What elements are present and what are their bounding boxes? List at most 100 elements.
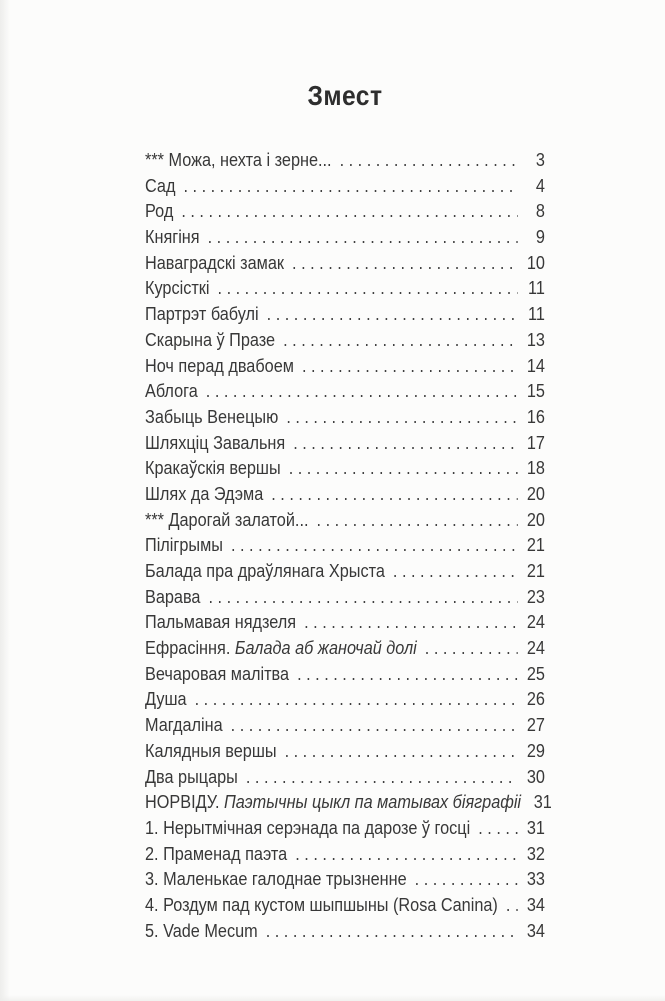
toc-entry-page-number: 34 xyxy=(526,893,545,915)
toc-entry: Вечаровая малітва . . . . . . . . . . . … xyxy=(145,663,545,689)
toc-entry-page-number: 21 xyxy=(526,534,545,556)
toc-entry-page-number: 34 xyxy=(526,919,545,941)
toc-entry-title-regular: Сад xyxy=(145,174,176,196)
toc-entry-page-number: 33 xyxy=(526,868,545,890)
toc-entry-page-number: 15 xyxy=(526,380,545,402)
toc-entry-title: 1. Нерытмічная серэнада па дарозе ў госц… xyxy=(145,817,470,839)
toc-entry: Курсісткі . . . . . . . . . . . . . . . … xyxy=(145,277,545,303)
toc-entry-title: Курсісткі xyxy=(145,277,210,299)
toc-entry-title: Партрэт бабулі xyxy=(145,303,259,325)
page-title: Змест xyxy=(307,80,383,111)
toc-entry-title-regular: НОРВІДУ. xyxy=(145,791,225,813)
dot-leader: . . . . . . . . . . . . . . . . . . . . … xyxy=(392,560,515,581)
toc-entry-title: Забыць Венецыю xyxy=(145,406,278,428)
toc-entry-page-number: 26 xyxy=(526,688,545,710)
toc-list: *** Можа, нехта і зерне... . . . . . . .… xyxy=(145,149,552,945)
toc-entry-title-italic: Паэтычны цыкл па матывах біяграфіі xyxy=(224,791,522,813)
dot-leader: . . . . . . . . . . . . . . . . . . . . … xyxy=(265,919,515,941)
toc-entry: Ефрасіння. Балада аб жаночай долі . . . … xyxy=(145,637,545,663)
toc-entry-title: *** Можа, нехта і зерне... xyxy=(145,149,332,171)
toc-entry-title: Пальмавая нядзеля xyxy=(145,611,296,633)
toc-entry: Сад . . . . . . . . . . . . . . . . . . … xyxy=(145,175,545,201)
toc-entry-page-number: 16 xyxy=(526,405,545,427)
toc-entry-title-regular: Аблога xyxy=(145,380,198,402)
toc-entry-title-regular: 2. Праменад паэта xyxy=(145,842,288,864)
dot-leader: . . . . . . . . . . . . . . . . . . . . … xyxy=(286,405,517,427)
dot-leader: . . . . . . . . . . . . . . . . . . . . … xyxy=(304,611,517,633)
dot-leader: . . . . . . . . . . . . . . . . . . . . … xyxy=(284,739,516,761)
toc-entry-title-regular: Наваградскі замак xyxy=(145,251,285,273)
toc-entry-page-number: 3 xyxy=(535,149,545,170)
toc-entry: Забыць Венецыю . . . . . . . . . . . . .… xyxy=(145,406,545,432)
toc-entry: Калядныя вершы . . . . . . . . . . . . .… xyxy=(145,740,545,766)
toc-entry-title-regular: Партрэт бабулі xyxy=(145,303,259,325)
dot-leader: . . . . . . . . . . . . . . . . . . . . … xyxy=(266,303,516,325)
toc-entry-title: Аблога xyxy=(145,380,198,402)
dot-leader: . . . . . . . . . . . . . . . . . . . . … xyxy=(297,662,518,684)
toc-entry-title-italic: Балада аб жаночай долі xyxy=(234,637,417,659)
toc-entry-page-number: 29 xyxy=(526,739,545,761)
dot-leader: . . . . . . . . . . . . . . . . . . . . … xyxy=(205,380,518,402)
toc-entry-title-regular: Род xyxy=(145,200,174,222)
toc-entry-title: 2. Праменад паэта xyxy=(145,843,287,865)
toc-entry: Пальмавая нядзеля . . . . . . . . . . . … xyxy=(145,611,545,637)
toc-entry-title-regular: Шлях да Эдэма xyxy=(145,482,264,504)
toc-entry: Шляхціц Завальня . . . . . . . . . . . .… xyxy=(145,432,545,458)
toc-entry-title-regular: *** Можа, нехта і зерне... xyxy=(145,149,332,170)
toc-entry: Душа . . . . . . . . . . . . . . . . . .… xyxy=(145,688,545,714)
dot-leader: . . . . . . . . . . . . . . . . . . . . … xyxy=(194,688,516,710)
toc-entry-title-regular: 4. Роздум пад кустом шыпшыны (Rosa Canin… xyxy=(145,893,498,915)
toc-page: Змест *** Можа, нехта і зерне... . . . .… xyxy=(145,80,552,945)
toc-entry-page-number: 27 xyxy=(526,714,545,736)
toc-entry-title-regular: Пілігрымы xyxy=(145,534,223,556)
dot-leader: . . . . . . . . . . . . . . . . . . . . … xyxy=(293,431,515,453)
toc-entry: *** Дарогай залатой... . . . . . . . . .… xyxy=(145,509,545,535)
dot-leader: . . . . . . . . . . . . . . . . . . . . … xyxy=(288,457,518,479)
toc-entry-title-regular: Балада пра драўлянага Хрыста xyxy=(145,560,385,581)
dot-leader: . . . . . . . . . . . . . . . . . . . . … xyxy=(283,328,514,350)
dot-leader: . . . . . . . . . . . . . . . . . . . . … xyxy=(208,585,518,607)
toc-entry-title-regular: Скарына ў Празе xyxy=(145,328,276,350)
toc-entry-title-regular: Кракаўскія вершы xyxy=(145,457,281,479)
toc-entry-page-number: 20 xyxy=(526,508,545,530)
toc-entry: Скарына ў Празе . . . . . . . . . . . . … xyxy=(145,329,545,355)
toc-entry-title: Сад xyxy=(145,175,175,197)
toc-entry-title-regular: Курсісткі xyxy=(145,277,210,299)
toc-entry-page-number: 31 xyxy=(526,816,545,838)
dot-leader: . . . . . . . . . . . . . . . . . . . . … xyxy=(271,482,517,504)
toc-entry: Пілігрымы . . . . . . . . . . . . . . . … xyxy=(145,534,545,560)
toc-entry-page-number: 30 xyxy=(526,765,545,787)
dot-leader: . . . . . . . . . . . . . . . . . . . . … xyxy=(414,868,518,890)
toc-entry-page-number: 18 xyxy=(526,457,545,479)
toc-entry-title-regular: Душа xyxy=(145,688,187,710)
toc-entry-title-regular: Ноч перад двабоем xyxy=(145,354,294,376)
toc-entry-page-number: 8 xyxy=(535,200,545,222)
toc-entry-page-number: 10 xyxy=(526,251,545,273)
toc-entry-title: Скарына ў Празе xyxy=(145,329,275,351)
toc-entry: 1. Нерытмічная серэнада па дарозе ў госц… xyxy=(145,817,545,843)
toc-entry-page-number: 23 xyxy=(526,585,545,607)
toc-entry-title-regular: Шляхціц Завальня xyxy=(145,431,286,453)
toc-entry: Шлях да Эдэма . . . . . . . . . . . . . … xyxy=(145,483,545,509)
dot-leader: . . . . . . . . . . . . . . . . . . . . … xyxy=(339,149,516,170)
toc-entry-title-regular: Княгіня xyxy=(145,226,200,248)
toc-entry-title: НОРВІДУ. Паэтычны цыкл па матывах біягра… xyxy=(145,791,521,813)
toc-entry-page-number: 9 xyxy=(535,226,545,248)
toc-entry-page-number: 32 xyxy=(526,842,545,864)
toc-entry: Варава . . . . . . . . . . . . . . . . .… xyxy=(145,586,545,612)
toc-entry-title: 3. Маленькае галоднае трызненне xyxy=(145,868,407,890)
toc-entry-title-regular: Калядныя вершы xyxy=(145,739,277,761)
dot-leader: . . . . . . . . . . . . . . . . . . . . … xyxy=(295,842,517,864)
toc-entry-page-number: 31 xyxy=(533,791,552,813)
dot-leader: . . . . . . . . . . . . . . . . . . . . … xyxy=(230,534,516,556)
toc-entry-title: Варава xyxy=(145,586,200,608)
toc-entry-page-number: 4 xyxy=(535,174,545,196)
toc-entry-title: Вечаровая малітва xyxy=(145,663,289,685)
toc-entry: Наваградскі замак . . . . . . . . . . . … xyxy=(145,252,545,278)
toc-entry-page-number: 11 xyxy=(528,277,545,299)
toc-entry: 3. Маленькае галоднае трызненне . . . . … xyxy=(145,868,545,894)
toc-entry-title-regular: 1. Нерытмічная серэнада па дарозе ў госц… xyxy=(145,816,471,838)
toc-entry-title-regular: Вечаровая малітва xyxy=(145,662,290,684)
toc-entry-title-regular: Два рыцары xyxy=(145,765,238,787)
toc-entry-title-regular: *** Дарогай залатой... xyxy=(145,508,309,530)
